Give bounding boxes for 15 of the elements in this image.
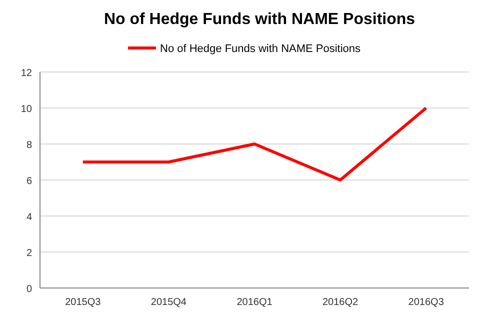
y-tick-label: 6 bbox=[26, 176, 32, 187]
line-series bbox=[81, 106, 428, 182]
y-tick-label: 2 bbox=[26, 248, 32, 259]
x-tick-label: 2015Q4 bbox=[150, 297, 187, 308]
y-tick-label: 0 bbox=[26, 284, 32, 295]
chart-title: No of Hedge Funds with NAME Positions bbox=[104, 11, 416, 28]
x-tick-label: 2015Q3 bbox=[65, 297, 102, 308]
y-tick-label: 4 bbox=[26, 212, 32, 223]
x-tick-label: 2016Q2 bbox=[322, 297, 359, 308]
x-tick-label: 2016Q3 bbox=[408, 297, 444, 308]
y-tick-label: 12 bbox=[20, 68, 32, 79]
legend-label: No of Hedge Funds with NAME Positions bbox=[160, 43, 362, 55]
y-tick-label: 8 bbox=[26, 140, 32, 151]
x-tick-label: 2016Q1 bbox=[236, 297, 273, 308]
y-tick-label: 10 bbox=[20, 104, 32, 115]
